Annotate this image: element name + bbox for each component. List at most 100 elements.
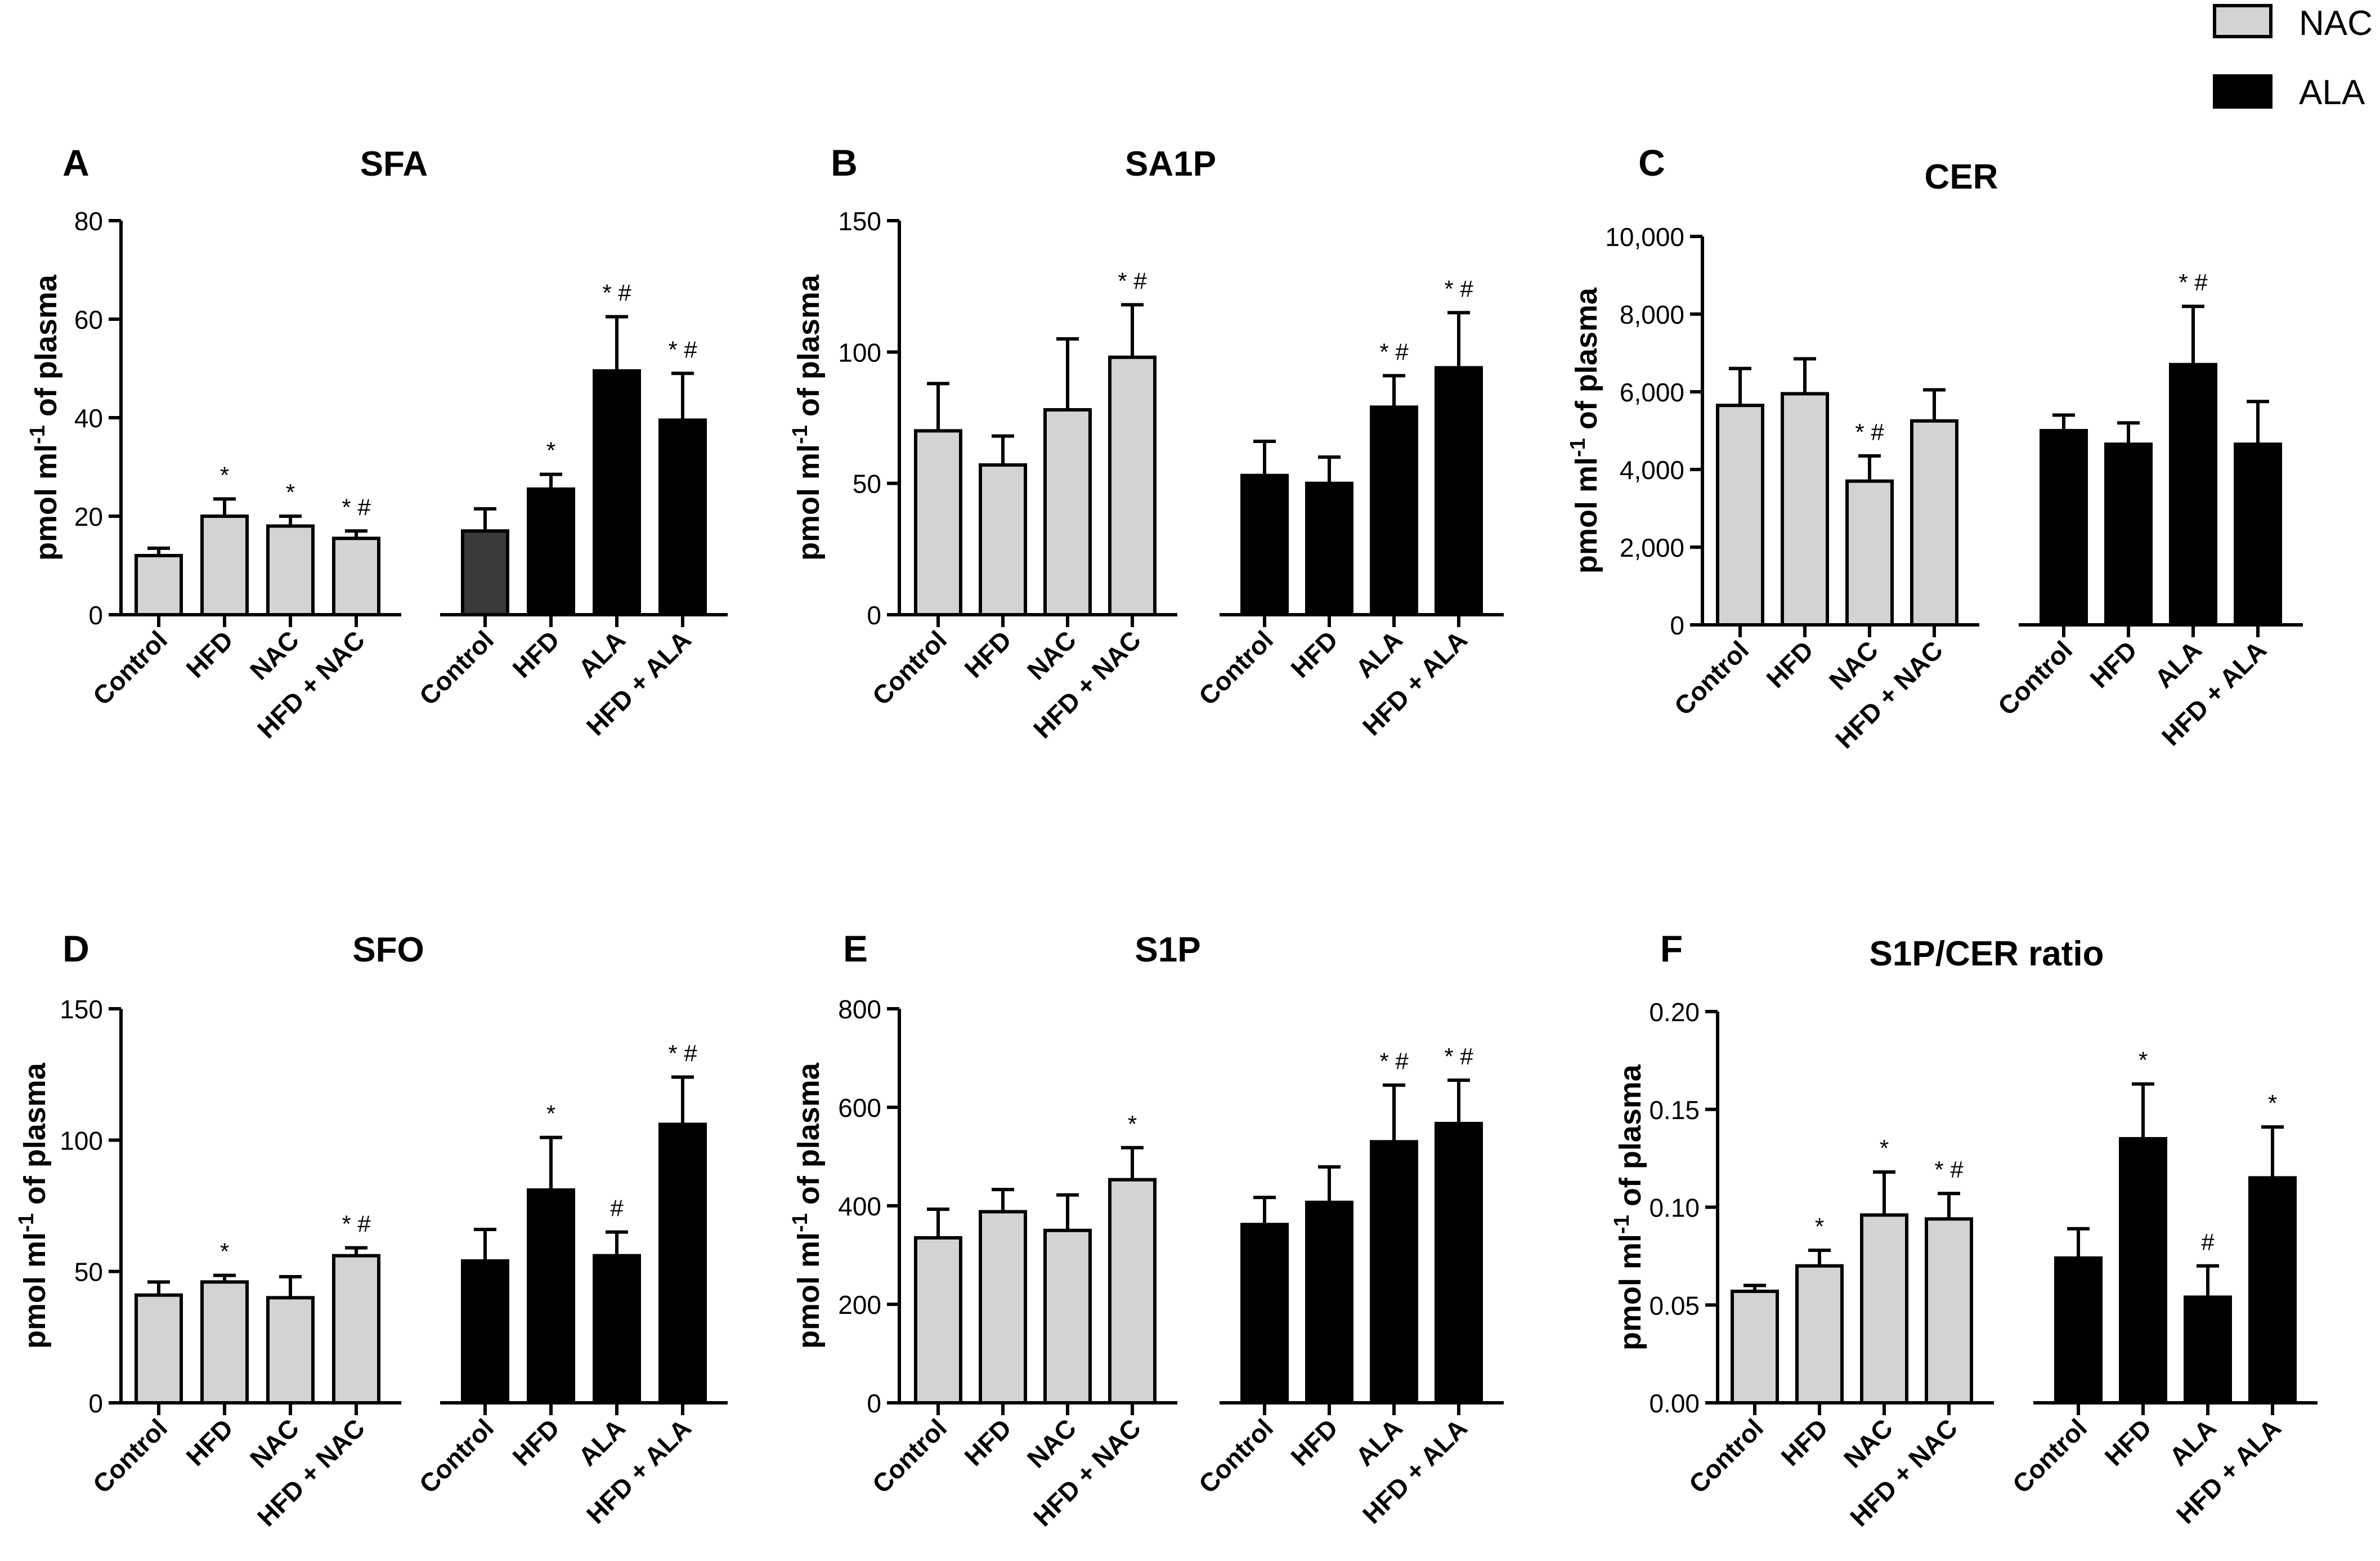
panel-title: SA1P: [1125, 145, 1216, 184]
bar: [527, 1188, 575, 1405]
y-tick-label: 80: [74, 207, 103, 236]
bar: [266, 524, 315, 616]
y-tick-label: 0: [1670, 611, 1684, 640]
bar: [135, 1293, 183, 1405]
y-axis-label: pmol ml-1 of plasma: [15, 1062, 52, 1349]
bar: [1435, 366, 1483, 616]
significance-annotation: *: [220, 1238, 229, 1265]
panel-letter: A: [62, 142, 89, 184]
bar: [979, 1210, 1027, 1405]
significance-annotation: *: [286, 479, 295, 506]
panel-title: SFO: [352, 931, 424, 969]
significance-annotation: *: [2268, 1090, 2277, 1116]
bar: [461, 1259, 509, 1405]
bar: [1305, 481, 1353, 617]
bar: [461, 529, 509, 616]
x-tick-label: Control: [1193, 625, 1279, 710]
panel-letter: F: [1660, 928, 1683, 969]
bar: [1716, 404, 1764, 627]
panel-b: B SA1P pmol ml-1 of plasma 0 50 100 150 Control…: [788, 142, 1504, 744]
significance-annotation: *: [220, 462, 229, 488]
bar: [2169, 363, 2217, 627]
y-tick-label: 0: [867, 1389, 881, 1418]
bar: [1043, 1228, 1092, 1405]
y-axis-label: pmol ml-1 of plasma: [1566, 287, 1603, 574]
bar: [2054, 1256, 2103, 1405]
bar: [1043, 408, 1092, 616]
bar: [1240, 1223, 1289, 1405]
significance-annotation: * #: [668, 1040, 697, 1066]
x-tick-label: HFD: [958, 1413, 1017, 1471]
x-tick-label: HFD: [2099, 1413, 2157, 1471]
panel-title: SFA: [360, 145, 428, 184]
panel-letter: B: [831, 142, 858, 184]
bar: [332, 536, 380, 616]
bar: [1370, 405, 1418, 616]
x-tick-label: NAC: [1021, 1413, 1082, 1473]
legend-label-nac: NAC: [2299, 4, 2373, 43]
y-tick-label: 0: [88, 1389, 103, 1418]
x-tick-label: Control: [1992, 635, 2078, 721]
x-tick-label: Control: [414, 625, 499, 710]
significance-annotation: * #: [602, 280, 631, 306]
bar: [2248, 1176, 2297, 1405]
significance-annotation: * #: [1934, 1156, 1964, 1183]
x-tick-label: NAC: [1823, 635, 1884, 695]
bar: [266, 1296, 315, 1405]
y-tick-label: 0.10: [1649, 1193, 1700, 1223]
x-tick-label: Control: [1193, 1413, 1279, 1499]
significance-annotation: *: [1815, 1213, 1824, 1240]
x-tick-label: Control: [867, 1413, 952, 1499]
x-tick-label: NAC: [1838, 1413, 1898, 1473]
bar: [1860, 1213, 1908, 1405]
bar: [200, 1280, 249, 1405]
y-tick-label: 400: [838, 1192, 881, 1221]
bar: [658, 418, 707, 616]
bar: [1845, 479, 1894, 627]
significance-annotation: * #: [1855, 419, 1884, 445]
y-tick-label: 150: [60, 995, 103, 1024]
x-tick-label: HFD: [180, 625, 239, 683]
bar: [914, 1236, 962, 1405]
bar: [527, 487, 575, 616]
bar: [2119, 1137, 2167, 1405]
panel-letter: C: [1638, 142, 1665, 184]
bar: [1795, 1264, 1844, 1405]
significance-annotation: *: [2139, 1047, 2148, 1074]
bar: [2040, 429, 2088, 627]
bar: [1108, 355, 1157, 617]
x-tick-label: HFD: [180, 1413, 239, 1471]
y-tick-label: 0.00: [1649, 1389, 1700, 1418]
panel-e: E S1P pmol ml-1 of plasma 0 200 400 600 800 Cont…: [788, 928, 1504, 1532]
bar: [2234, 442, 2282, 627]
y-tick-label: 60: [74, 305, 103, 334]
significance-annotation: * #: [342, 494, 371, 520]
bar: [1305, 1200, 1353, 1405]
bar: [332, 1254, 380, 1405]
bar: [593, 369, 641, 616]
x-tick-label: HFD: [1285, 625, 1343, 683]
x-tick-label: Control: [1669, 635, 1754, 721]
panel-title: S1P/CER ratio: [1870, 934, 2104, 973]
x-tick-label: HFD: [1760, 635, 1819, 694]
y-tick-label: 0.05: [1649, 1291, 1700, 1320]
bar: [1240, 473, 1289, 617]
y-axis-label: pmol ml-1 of plasma: [1610, 1064, 1647, 1350]
significance-annotation: * #: [1379, 338, 1409, 365]
bar: [1910, 419, 1958, 627]
significance-annotation: * #: [342, 1211, 371, 1237]
legend: NAC ALA: [2213, 4, 2373, 112]
bar: [914, 429, 962, 616]
y-tick-label: 6,000: [1620, 378, 1684, 407]
y-tick-label: 50: [853, 469, 881, 499]
x-tick-label: ALA: [1350, 1413, 1408, 1471]
bar: [1781, 392, 1829, 627]
y-tick-label: 8,000: [1620, 300, 1684, 329]
x-tick-label: Control: [87, 625, 173, 710]
y-tick-label: 0.20: [1649, 998, 1700, 1027]
x-tick-label: Control: [1683, 1413, 1769, 1499]
x-tick-label: HFD: [507, 625, 565, 683]
bar: [1435, 1121, 1483, 1405]
x-tick-label: Control: [867, 625, 952, 710]
